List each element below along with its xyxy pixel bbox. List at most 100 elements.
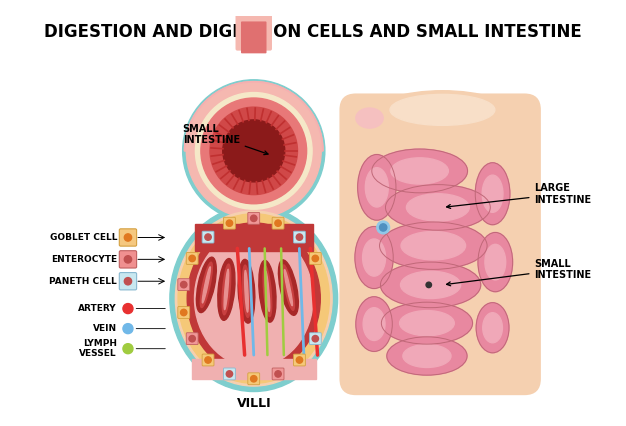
FancyBboxPatch shape	[241, 21, 267, 53]
Ellipse shape	[218, 259, 235, 320]
Circle shape	[205, 357, 211, 363]
Circle shape	[426, 282, 431, 288]
Ellipse shape	[279, 260, 299, 315]
Circle shape	[205, 234, 211, 240]
Ellipse shape	[381, 262, 481, 308]
Circle shape	[125, 278, 131, 285]
Ellipse shape	[224, 269, 228, 310]
FancyBboxPatch shape	[248, 373, 260, 385]
FancyBboxPatch shape	[120, 250, 136, 268]
Ellipse shape	[406, 194, 470, 221]
Ellipse shape	[399, 311, 454, 336]
Ellipse shape	[372, 91, 513, 138]
Text: LARGE
INTESTINE: LARGE INTESTINE	[446, 183, 592, 208]
FancyBboxPatch shape	[294, 231, 305, 243]
Circle shape	[180, 282, 187, 288]
Ellipse shape	[401, 271, 461, 299]
Circle shape	[275, 220, 281, 226]
FancyBboxPatch shape	[339, 93, 541, 395]
FancyBboxPatch shape	[120, 273, 136, 290]
Circle shape	[123, 324, 133, 334]
FancyBboxPatch shape	[272, 368, 284, 380]
Ellipse shape	[387, 337, 467, 375]
Ellipse shape	[200, 262, 212, 308]
Ellipse shape	[401, 231, 466, 260]
Ellipse shape	[379, 222, 487, 269]
Ellipse shape	[245, 271, 249, 312]
Circle shape	[312, 255, 319, 262]
Ellipse shape	[242, 265, 250, 317]
Ellipse shape	[355, 227, 393, 288]
Wedge shape	[185, 82, 323, 151]
Circle shape	[223, 120, 285, 182]
Ellipse shape	[386, 184, 490, 230]
Ellipse shape	[482, 175, 503, 212]
FancyBboxPatch shape	[178, 307, 190, 318]
Ellipse shape	[357, 155, 396, 220]
Circle shape	[125, 234, 131, 241]
Bar	[192, 359, 316, 379]
Ellipse shape	[485, 245, 506, 280]
Ellipse shape	[390, 95, 495, 125]
Ellipse shape	[187, 223, 321, 374]
Ellipse shape	[356, 108, 383, 128]
Circle shape	[226, 220, 233, 226]
Ellipse shape	[476, 302, 509, 353]
Text: LYMPH
VESSEL: LYMPH VESSEL	[80, 339, 117, 358]
Ellipse shape	[483, 313, 503, 343]
Circle shape	[201, 98, 307, 204]
Circle shape	[250, 376, 257, 382]
Ellipse shape	[175, 211, 332, 386]
Circle shape	[187, 83, 321, 219]
Text: SMALL
INTESTINE: SMALL INTESTINE	[446, 259, 592, 286]
Ellipse shape	[475, 163, 510, 225]
Circle shape	[123, 344, 133, 354]
Ellipse shape	[282, 265, 294, 310]
Circle shape	[250, 215, 257, 222]
FancyBboxPatch shape	[223, 217, 235, 229]
Circle shape	[183, 80, 325, 222]
Text: VEIN: VEIN	[93, 324, 117, 333]
Ellipse shape	[265, 271, 270, 311]
Text: VILLI: VILLI	[237, 397, 271, 410]
FancyBboxPatch shape	[187, 253, 198, 265]
Text: PANETH CELL: PANETH CELL	[49, 277, 117, 286]
Ellipse shape	[259, 260, 276, 322]
Circle shape	[125, 256, 131, 263]
Ellipse shape	[366, 168, 388, 207]
FancyBboxPatch shape	[235, 12, 272, 51]
Circle shape	[189, 255, 195, 262]
FancyBboxPatch shape	[202, 354, 214, 366]
Text: GOBLET CELL: GOBLET CELL	[49, 233, 117, 242]
Circle shape	[379, 224, 387, 231]
Circle shape	[377, 221, 389, 234]
FancyBboxPatch shape	[223, 368, 235, 380]
Ellipse shape	[202, 267, 210, 303]
Ellipse shape	[284, 270, 292, 305]
Circle shape	[180, 309, 187, 316]
Circle shape	[296, 357, 302, 363]
Bar	[195, 224, 313, 251]
Ellipse shape	[362, 239, 386, 276]
Text: DIGESTION AND DIGESTION CELLS AND SMALL INTESTINE: DIGESTION AND DIGESTION CELLS AND SMALL …	[44, 23, 582, 41]
FancyBboxPatch shape	[294, 354, 305, 366]
FancyBboxPatch shape	[187, 333, 198, 345]
Ellipse shape	[170, 206, 337, 391]
FancyBboxPatch shape	[248, 213, 260, 224]
Ellipse shape	[372, 149, 468, 193]
Text: ARTERY: ARTERY	[78, 304, 117, 313]
Ellipse shape	[478, 233, 513, 292]
Ellipse shape	[356, 297, 393, 351]
Text: ENTEROCYTE: ENTEROCYTE	[51, 255, 117, 264]
FancyBboxPatch shape	[309, 253, 321, 265]
Circle shape	[189, 335, 195, 342]
Circle shape	[226, 371, 233, 377]
FancyBboxPatch shape	[178, 279, 190, 291]
Wedge shape	[185, 82, 323, 151]
Ellipse shape	[263, 266, 272, 317]
Circle shape	[275, 371, 281, 377]
Ellipse shape	[391, 158, 448, 184]
FancyBboxPatch shape	[272, 217, 284, 229]
Ellipse shape	[195, 230, 313, 367]
Ellipse shape	[238, 259, 255, 323]
